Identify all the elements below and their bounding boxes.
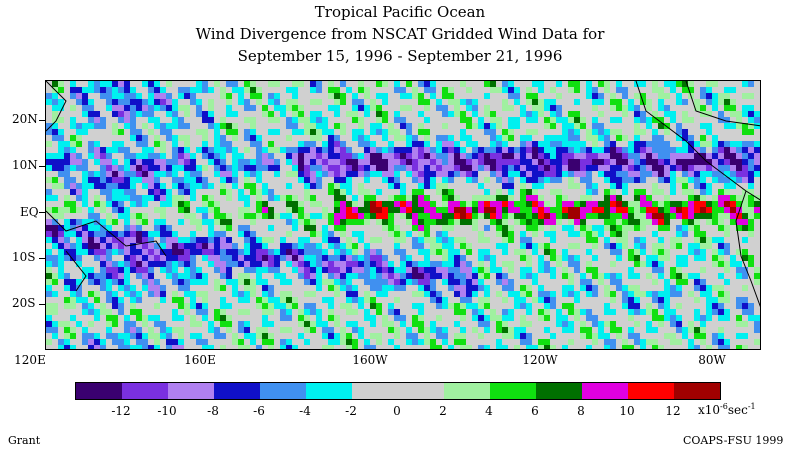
colorbar-swatch xyxy=(122,383,168,399)
colorbar-swatch xyxy=(398,383,444,399)
lon-label-120w: 120W xyxy=(522,353,558,367)
coastline xyxy=(46,210,167,257)
lat-label-10n: 10N xyxy=(12,158,38,172)
colorbar-swatch xyxy=(628,383,674,399)
colorbar-tick-label: -8 xyxy=(207,404,219,418)
lat-tick xyxy=(39,258,45,259)
unit-exp: -6 xyxy=(720,402,728,411)
colorbar-swatch xyxy=(352,383,398,399)
colorbar-tick-label: 10 xyxy=(619,404,635,418)
lat-tick xyxy=(39,120,45,121)
colorbar-swatch xyxy=(444,383,490,399)
colorbar-tick-label: 0 xyxy=(393,404,401,418)
unit-tail: sec xyxy=(727,403,748,417)
coastline xyxy=(46,81,67,132)
colorbar-tick-label: -2 xyxy=(345,404,357,418)
title-line-1: Tropical Pacific Ocean xyxy=(314,3,486,21)
colorbar-swatch xyxy=(582,383,628,399)
lat-tick xyxy=(39,212,45,213)
footer-credit: COAPS-FSU 1999 xyxy=(683,434,784,447)
coastline xyxy=(685,81,760,127)
divergence-map xyxy=(45,80,761,350)
colorbar-swatch xyxy=(536,383,582,399)
colorbar-tick-label: -10 xyxy=(157,404,177,418)
colorbar xyxy=(75,382,721,400)
footer-author: Grant xyxy=(8,434,41,447)
lon-label-80w: 80W xyxy=(698,353,726,367)
lat-label-10s: 10S xyxy=(12,250,36,264)
unit-tail-exp: -1 xyxy=(747,402,756,411)
colorbar-tick-label: 12 xyxy=(665,404,681,418)
colorbar-tick-label: -4 xyxy=(299,404,311,418)
lon-label-160w: 160W xyxy=(352,353,388,367)
colorbar-swatch xyxy=(76,383,122,399)
colorbar-tick-label: -6 xyxy=(253,404,265,418)
colorbar-unit: x10-6sec-1 xyxy=(698,402,756,417)
colorbar-swatch xyxy=(674,383,720,399)
colorbar-swatch xyxy=(214,383,260,399)
colorbar-swatch xyxy=(490,383,536,399)
lat-tick xyxy=(39,166,45,167)
lat-tick xyxy=(39,304,45,305)
coastline xyxy=(735,190,760,307)
colorbar-tick-label: 2 xyxy=(439,404,447,418)
colorbar-swatch xyxy=(306,383,352,399)
lat-label-20n: 20N xyxy=(12,112,38,126)
colorbar-tick-label: 6 xyxy=(531,404,539,418)
title-line-3: September 15, 1996 - September 21, 1996 xyxy=(237,47,563,65)
lon-label-120e: 120E xyxy=(14,353,46,367)
lat-label-20s: 20S xyxy=(12,296,36,310)
colorbar-tick-label: 4 xyxy=(485,404,493,418)
lat-label-eq: EQ xyxy=(20,205,39,219)
colorbar-swatch xyxy=(168,383,214,399)
colorbar-swatch xyxy=(260,383,306,399)
title-line-2: Wind Divergence from NSCAT Gridded Wind … xyxy=(195,25,605,43)
lon-label-160e: 160E xyxy=(184,353,216,367)
unit-base: x10 xyxy=(698,403,721,417)
colorbar-tick-label: -12 xyxy=(111,404,131,418)
divergence-field xyxy=(46,81,760,349)
colorbar-tick-label: 8 xyxy=(577,404,585,418)
coastline xyxy=(65,250,87,292)
